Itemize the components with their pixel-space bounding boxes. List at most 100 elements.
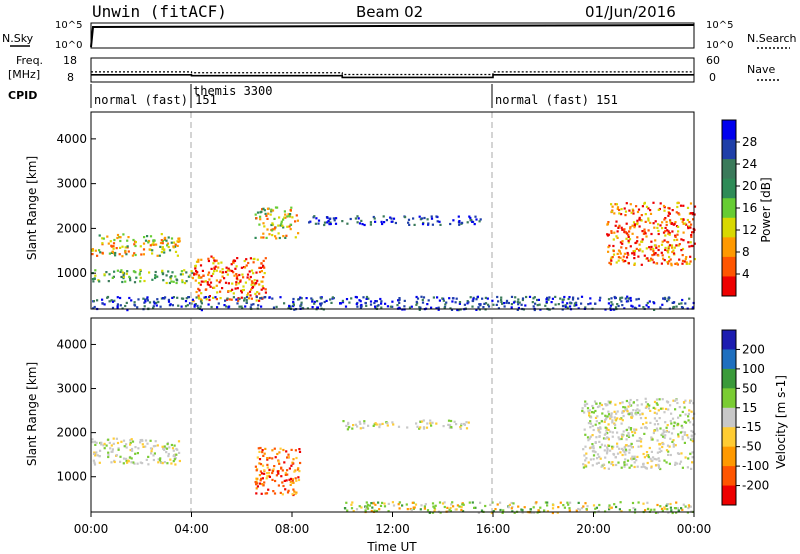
scatter-cell [214,296,217,299]
scatter-cell [544,501,547,504]
scatter-cell [367,297,370,300]
scatter-cell [633,457,637,460]
scatter-cell [258,474,261,477]
scatter-cell [156,275,159,278]
scatter-cell [151,249,154,252]
scatter-cell [167,452,170,456]
scatter-cell [235,273,238,276]
scatter-cell [630,446,633,449]
scatter-cell [444,303,447,306]
scatter-cell [453,420,456,423]
scatter-cell [690,467,693,470]
scatter-cell [598,455,601,458]
scatter-cell [122,274,125,277]
scatter-cell [678,462,681,465]
scatter-cell [645,205,649,208]
scatter-cell [660,251,663,254]
scatter-cell [580,507,584,510]
scatter-cell [640,445,643,448]
scatter-cell [271,209,275,212]
scatter-cell [359,427,362,430]
scatter-cell [684,399,687,402]
scatter-cell [92,300,95,303]
scatter-cell [256,291,259,294]
scatter-cell [365,297,368,300]
scatter-cell [247,292,250,295]
scatter-cell [97,279,100,282]
scatter-cell [640,263,643,266]
scatter-cell [606,233,609,236]
scatter-cell [271,229,274,232]
scatter-cell [200,280,203,283]
scatter-cell [667,430,671,434]
scatter-cell [287,213,290,216]
scatter-cell [266,466,269,469]
scatter-cell [346,509,349,512]
scatter-cell [652,431,655,435]
scatter-cell [297,478,301,482]
y-tick-label: 3000 [56,382,87,396]
scatter-cell [669,221,672,224]
colorbar-swatch [722,139,736,160]
scatter-cell [466,300,469,303]
scatter-cell [670,244,674,247]
scatter-cell [227,267,230,270]
scatter-cell [215,259,218,262]
scatter-cell [365,295,369,299]
scatter-cell [524,304,527,307]
scatter-cell [102,237,105,240]
scatter-cell [199,264,203,267]
colorbar-swatch [722,466,736,487]
scatter-cell [358,222,362,225]
scatter-cell [636,465,639,468]
scatter-cell [245,258,248,261]
scatter-cell [575,304,578,307]
scatter-cell [566,302,569,305]
scatter-cell [384,302,387,305]
scatter-cell [632,457,635,460]
scatter-cell [354,295,357,299]
scatter-cell [665,449,669,452]
colorbar-tick-label: 12 [742,223,757,237]
scatter-cell [398,301,401,304]
scatter-cell [176,296,179,299]
scatter-cell [653,302,656,305]
scatter-cell [284,473,287,476]
scatter-cell [584,459,587,462]
scatter-cell [120,275,123,279]
noise-panel: N.Sky 10^5 10^0 10^5 10^0 N.Search [2,20,797,51]
scatter-cell [584,445,587,448]
scatter-cell [149,439,152,442]
scatter-cell [682,503,685,506]
scatter-cell [583,428,586,431]
scatter-cell [292,458,295,461]
scatter-cell [615,463,618,467]
scatter-cell [117,448,120,451]
scatter-cell [168,281,171,285]
scatter-cell [449,424,452,427]
scatter-cell [633,224,636,227]
scatter-cell [301,306,304,310]
scatter-cell [259,446,262,450]
scatter-cell [607,302,610,305]
scatter-cell [272,306,276,309]
scatter-cell [665,430,668,433]
noise-right-tick-top: 10^5 [706,20,733,31]
scatter-cell [199,283,202,286]
scatter-cell [625,202,628,205]
scatter-cell [260,297,263,300]
scatter-cell [656,451,659,454]
scatter-cell [164,296,167,299]
scatter-cell [587,303,590,306]
scatter-cell [653,226,656,229]
scatter-cell [643,432,646,435]
velocity-ylabel: Slant Range [km] [25,362,39,466]
scatter-cell [681,430,684,434]
scatter-cell [226,273,229,276]
scatter-cell [173,458,176,461]
scatter-cell [260,477,263,480]
scatter-cell [655,427,659,430]
scatter-cell [262,236,265,239]
